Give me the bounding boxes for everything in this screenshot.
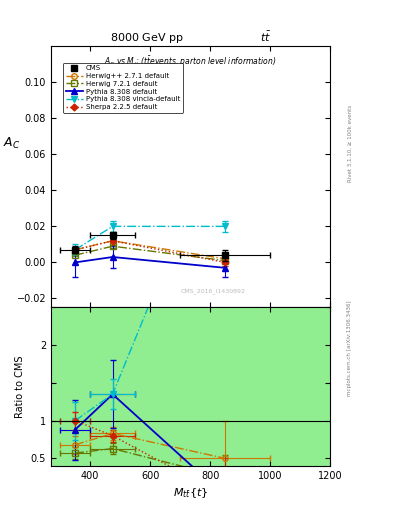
Text: CMS_2016_I1430892: CMS_2016_I1430892 xyxy=(180,289,245,294)
X-axis label: $M_{t\bar{t}}$$\{t\}$: $M_{t\bar{t}}$$\{t\}$ xyxy=(173,486,208,500)
Title: 8000 GeV pp                      $t\bar{t}$: 8000 GeV pp $t\bar{t}$ xyxy=(110,30,271,46)
Text: $A_C$ vs $M_{t\bar{t}}$ ($t\bar{t}$events, parton level information): $A_C$ vs $M_{t\bar{t}}$ ($t\bar{t}$event… xyxy=(105,54,277,69)
Text: mcplots.cern.ch [arXiv:1306.3436]: mcplots.cern.ch [arXiv:1306.3436] xyxy=(347,301,352,396)
Text: Rivet 3.1.10, ≥ 100k events: Rivet 3.1.10, ≥ 100k events xyxy=(347,105,352,182)
Legend: CMS, Herwig++ 2.7.1 default, Herwig 7.2.1 default, Pythia 8.308 default, Pythia : CMS, Herwig++ 2.7.1 default, Herwig 7.2.… xyxy=(63,62,183,113)
Text: $A_C$: $A_C$ xyxy=(3,136,20,151)
Y-axis label: Ratio to CMS: Ratio to CMS xyxy=(15,355,25,418)
